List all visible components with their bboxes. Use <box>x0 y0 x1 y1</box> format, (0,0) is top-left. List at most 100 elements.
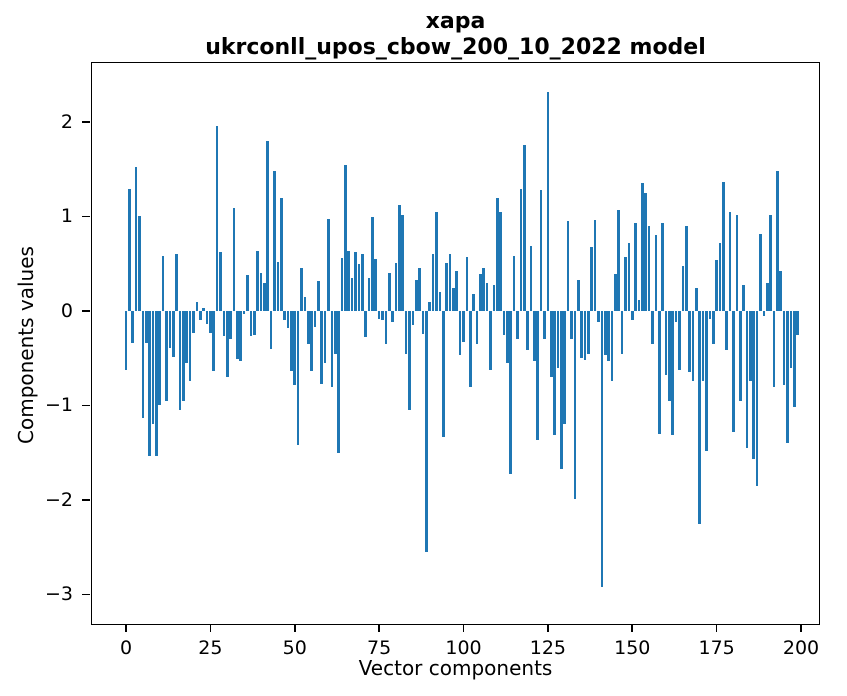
bar <box>387 273 391 311</box>
bar <box>367 277 371 311</box>
bar <box>708 311 712 319</box>
bar <box>374 259 378 311</box>
bar <box>155 311 158 456</box>
x-tick <box>547 624 549 633</box>
bar <box>128 189 131 311</box>
bar <box>610 311 614 381</box>
y-tick-label: −1 <box>44 394 73 416</box>
bar <box>468 311 472 387</box>
bar <box>462 311 465 343</box>
bar <box>620 311 624 354</box>
bar <box>668 311 671 401</box>
bar <box>681 265 685 311</box>
bar <box>276 261 280 311</box>
x-tick-label: 175 <box>698 637 735 659</box>
y-tick-label: 0 <box>60 299 73 322</box>
bar <box>256 251 259 311</box>
bar <box>576 279 580 311</box>
bar <box>313 311 317 328</box>
bar <box>570 311 573 340</box>
bar <box>701 311 705 381</box>
bar <box>782 311 786 385</box>
bar <box>711 311 715 345</box>
bar <box>519 189 523 311</box>
bar <box>560 311 563 469</box>
bar <box>303 296 307 311</box>
bar <box>212 311 216 371</box>
bar <box>735 214 739 311</box>
bar <box>347 251 351 311</box>
bar <box>239 311 243 362</box>
bar <box>134 167 138 311</box>
bar <box>600 311 604 587</box>
bar <box>195 302 199 311</box>
bar <box>151 311 155 425</box>
bar <box>259 273 263 311</box>
y-tick <box>82 499 91 501</box>
bar <box>573 311 577 500</box>
bar <box>161 256 165 311</box>
bar <box>583 311 587 361</box>
bars-container <box>92 63 819 624</box>
bar <box>165 311 168 401</box>
x-tick-label: 100 <box>445 637 482 659</box>
bar <box>533 311 536 362</box>
bar <box>641 183 644 311</box>
bar <box>236 311 239 360</box>
bar <box>482 268 486 311</box>
x-tick <box>462 624 465 633</box>
bar <box>479 274 482 311</box>
bar <box>718 242 722 311</box>
bar <box>225 311 229 378</box>
bar <box>131 311 135 344</box>
bar <box>637 299 641 311</box>
bar <box>327 219 330 311</box>
bar <box>509 311 513 474</box>
bar <box>428 301 432 311</box>
bar <box>438 292 442 311</box>
bar <box>384 311 388 345</box>
bar <box>344 164 347 311</box>
bar <box>769 214 772 311</box>
y-tick-label: 2 <box>60 110 73 133</box>
bar <box>603 311 607 356</box>
y-tick <box>82 310 91 312</box>
x-tick <box>378 624 380 633</box>
bar <box>171 311 175 358</box>
bar <box>286 311 290 328</box>
bar <box>441 311 445 437</box>
bar <box>506 311 509 363</box>
bar <box>425 311 428 552</box>
bar <box>198 311 202 320</box>
bar <box>229 311 232 340</box>
bar <box>732 311 735 432</box>
bar <box>715 259 718 311</box>
bar <box>448 254 452 311</box>
bar <box>779 271 783 311</box>
bar <box>300 267 303 311</box>
bar <box>138 215 141 311</box>
x-tick <box>631 624 634 633</box>
bar <box>357 263 361 311</box>
bar <box>452 288 455 311</box>
x-tick <box>125 624 127 633</box>
bar <box>529 245 533 311</box>
bar <box>209 311 212 333</box>
x-axis-label: Vector components <box>358 656 553 680</box>
bar <box>644 192 648 311</box>
bar <box>266 140 270 311</box>
bar <box>205 311 209 325</box>
bar <box>317 280 320 311</box>
bar <box>738 311 742 401</box>
x-tick-label: 75 <box>367 637 392 659</box>
y-tick-label: −3 <box>44 583 73 605</box>
bar <box>657 311 661 434</box>
bar <box>310 311 313 372</box>
bar <box>495 197 499 311</box>
x-tick-label: 50 <box>282 637 307 659</box>
bar <box>654 235 658 311</box>
bar <box>786 311 789 444</box>
bar <box>789 311 793 368</box>
bar <box>553 311 556 435</box>
